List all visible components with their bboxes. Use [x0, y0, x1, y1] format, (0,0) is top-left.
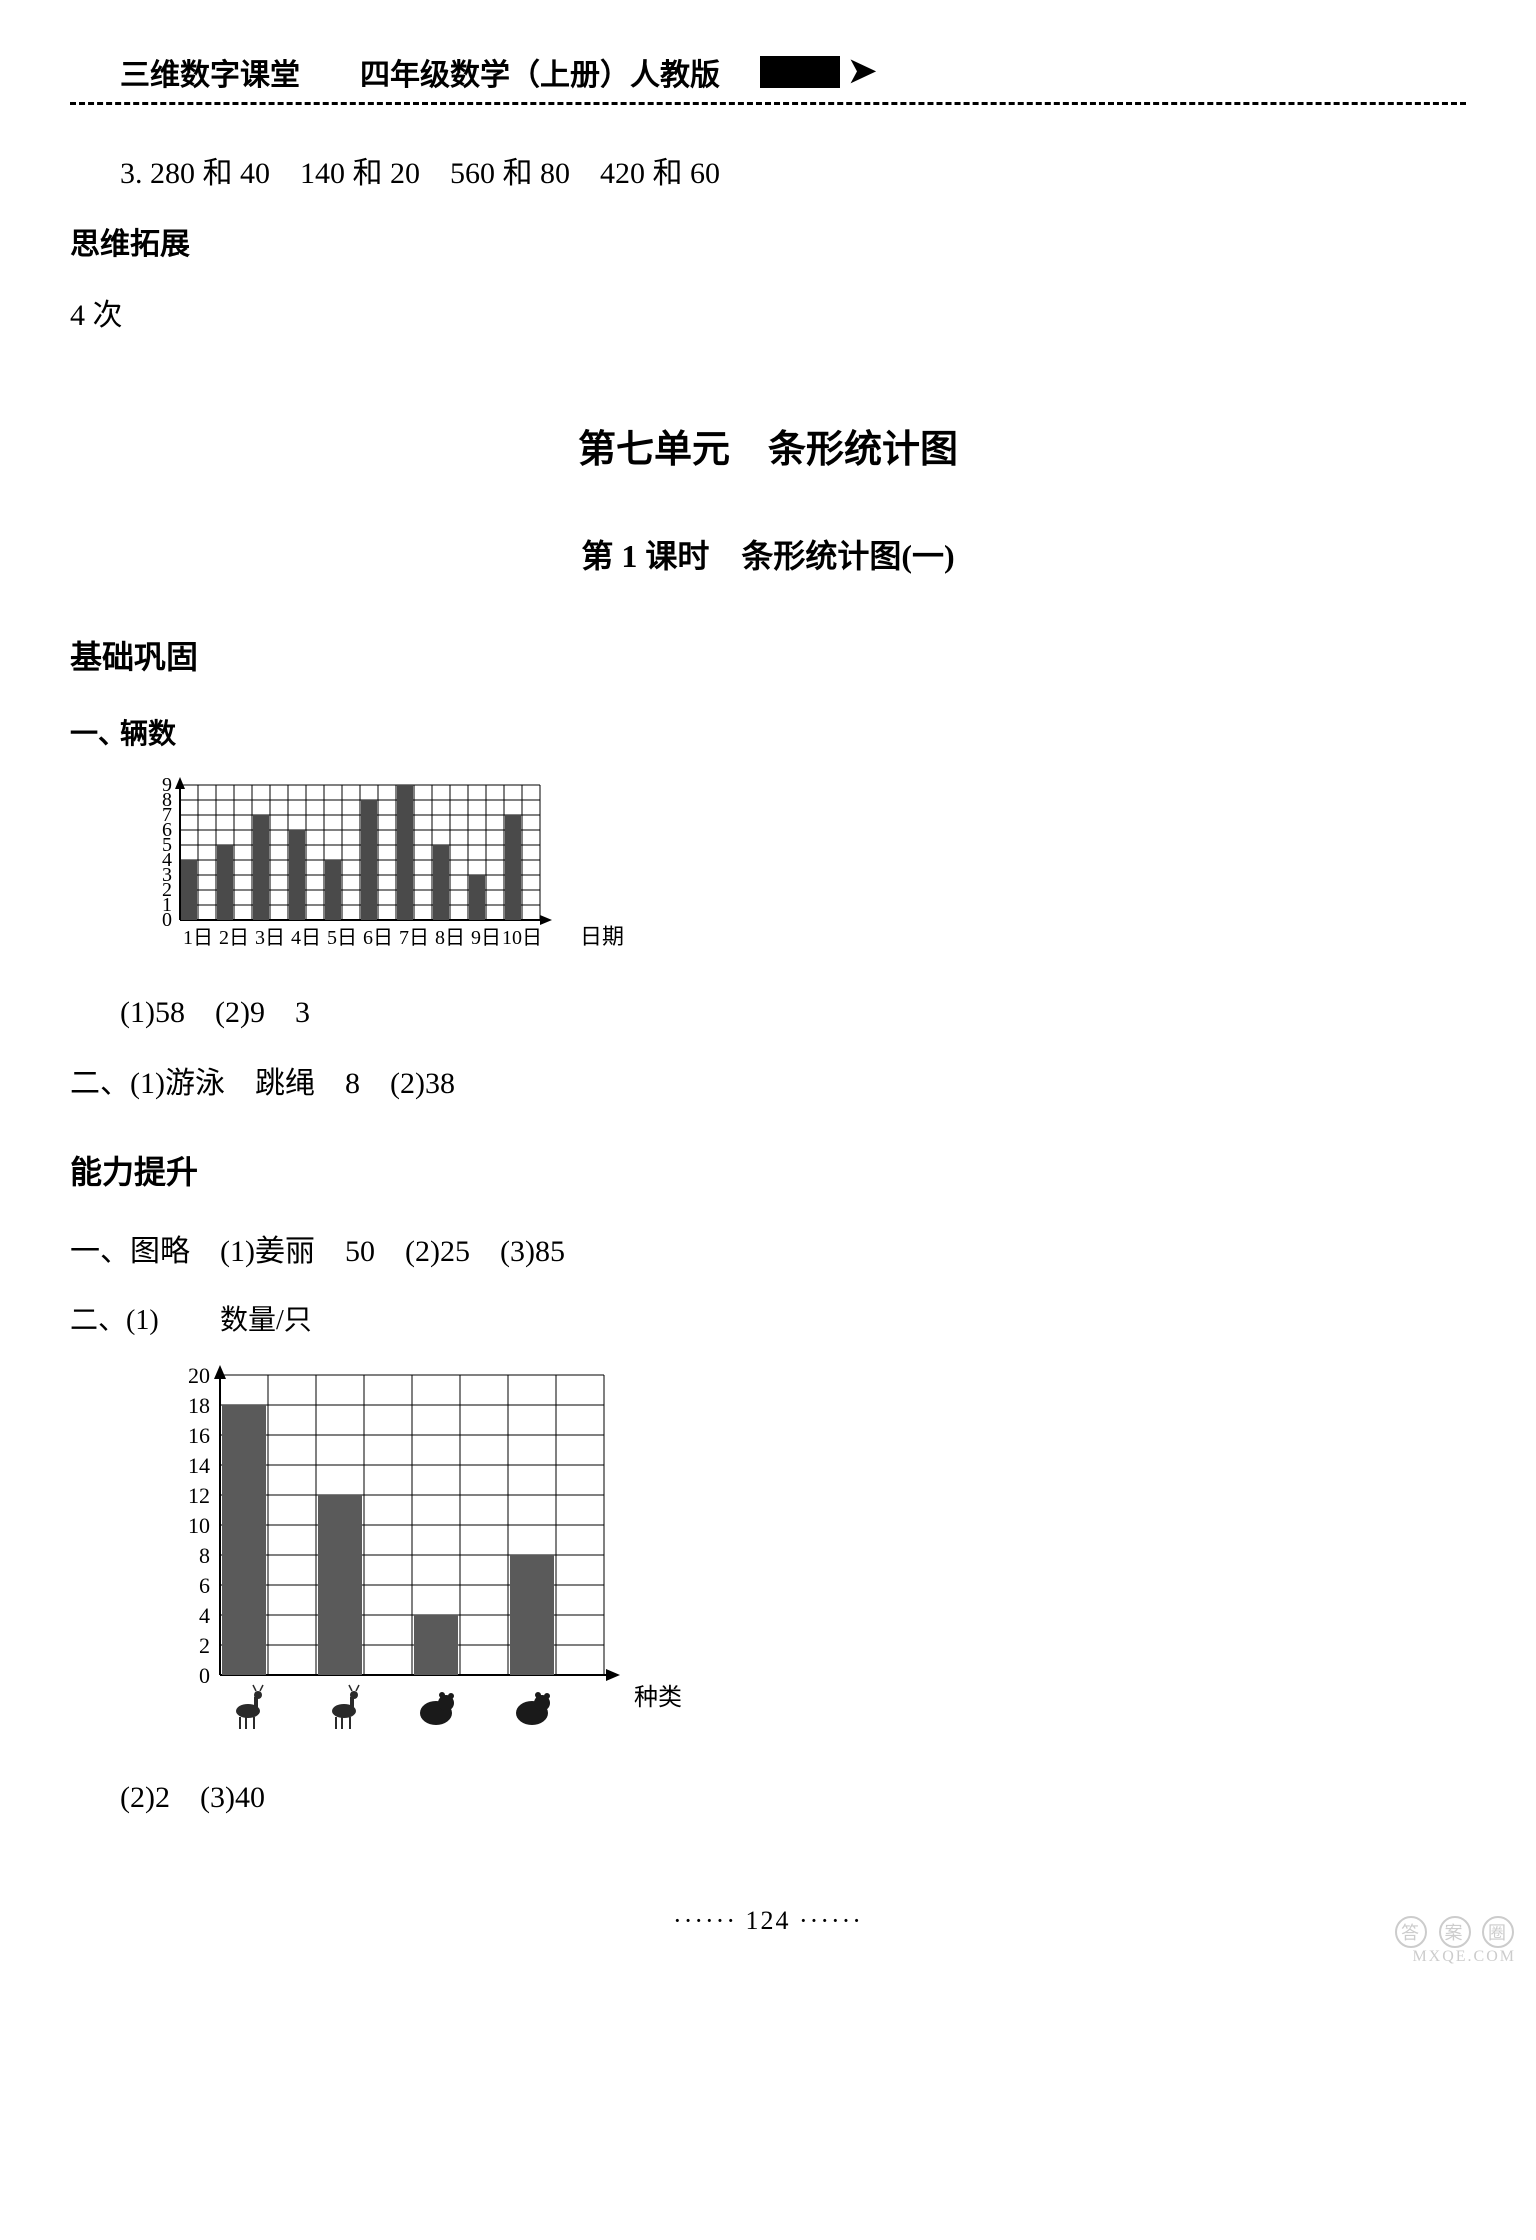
- svg-text:2: 2: [199, 1633, 210, 1658]
- unit-title: 第七单元 条形统计图: [70, 414, 1466, 486]
- svg-text:日期: 日期: [580, 924, 624, 949]
- svg-text:8: 8: [199, 1543, 210, 1568]
- watermark-char-2: 案: [1439, 1916, 1471, 1948]
- siwei-answer: 4 次: [70, 287, 1466, 344]
- lesson-title: 第 1 课时 条形统计图(一): [70, 526, 1466, 587]
- page-number: 124: [746, 1906, 791, 1935]
- footer-dots-right: ······: [799, 1906, 863, 1935]
- svg-text:16: 16: [188, 1423, 210, 1448]
- bird-icon: ➤: [848, 55, 877, 89]
- black-block-icon: [760, 56, 840, 88]
- header-icons: ➤: [760, 55, 877, 89]
- chart2-ylabel: 数量/只: [220, 1294, 312, 1347]
- chart2-prefix: 二、(1): [70, 1294, 220, 1347]
- svg-text:4日: 4日: [291, 927, 321, 949]
- svg-text:种类: 种类: [634, 1684, 682, 1711]
- svg-text:1日: 1日: [183, 927, 213, 949]
- svg-text:6日: 6日: [363, 927, 393, 949]
- svg-text:8日: 8日: [435, 927, 465, 949]
- chart1: 01234567891日2日3日4日5日6日7日8日9日10日日期: [120, 775, 1466, 970]
- svg-text:5日: 5日: [327, 927, 357, 949]
- svg-text:4: 4: [199, 1603, 210, 1628]
- svg-text:10日: 10日: [502, 927, 542, 949]
- svg-text:3日: 3日: [255, 927, 285, 949]
- header-series: 三维数字课堂: [120, 50, 300, 94]
- footer-dots-left: ······: [673, 1906, 745, 1935]
- watermark-char-3: 圈: [1482, 1916, 1514, 1948]
- chart2: 0 2 4 6 8 10 12 14 16 18 20 种类: [150, 1361, 1466, 1755]
- chart1-answer-1: (1)58 (2)9 3: [70, 984, 1466, 1041]
- svg-text:14: 14: [188, 1453, 210, 1478]
- chart1-prefix: 一、: [70, 708, 120, 761]
- header-book: 四年级数学（上册）人教版: [360, 50, 720, 94]
- svg-text:9: 9: [162, 775, 172, 796]
- svg-text:20: 20: [188, 1363, 210, 1388]
- nengli-line1: 一、图略 (1)姜丽 50 (2)25 (3)85: [70, 1223, 1466, 1280]
- page-header: 三维数字课堂 四年级数学（上册）人教版 ➤: [70, 50, 1466, 105]
- svg-text:12: 12: [188, 1483, 210, 1508]
- svg-text:18: 18: [188, 1393, 210, 1418]
- chart2-answer: (2)2 (3)40: [70, 1769, 1466, 1826]
- svg-text:10: 10: [188, 1513, 210, 1538]
- q3-text: 3. 280 和 40 140 和 20 560 和 80 420 和 60: [70, 145, 1466, 202]
- svg-text:9日: 9日: [471, 927, 501, 949]
- page-footer: ······ 124 ······: [70, 1906, 1466, 1936]
- jichu-heading: 基础巩固: [70, 627, 1466, 688]
- chart1-ylabel: 辆数: [120, 708, 176, 761]
- watermark: 答 案 圈 MXQE.COM: [1393, 1916, 1516, 1966]
- siwei-heading: 思维拓展: [70, 216, 1466, 273]
- watermark-site: MXQE.COM: [1393, 1948, 1516, 1966]
- chart1-answer-2: 二、(1)游泳 跳绳 8 (2)38: [70, 1055, 1466, 1112]
- watermark-char-1: 答: [1395, 1916, 1427, 1948]
- nengli-heading: 能力提升: [70, 1142, 1466, 1203]
- svg-text:2日: 2日: [219, 927, 249, 949]
- svg-text:0: 0: [199, 1663, 210, 1688]
- svg-text:7日: 7日: [399, 927, 429, 949]
- svg-text:6: 6: [199, 1573, 210, 1598]
